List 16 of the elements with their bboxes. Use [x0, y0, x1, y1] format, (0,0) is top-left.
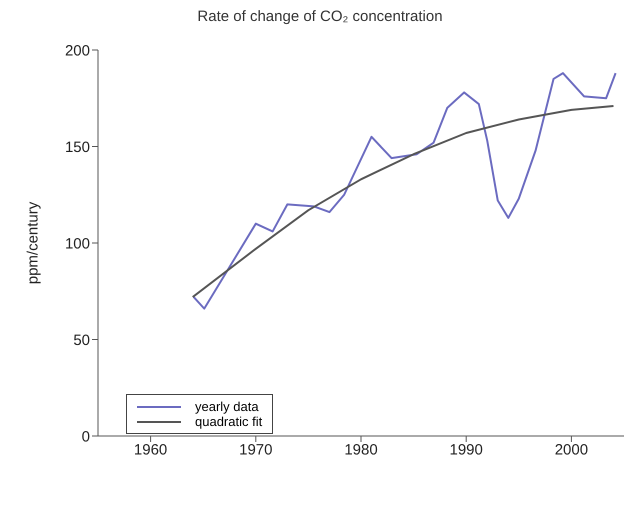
y-tick-label: 200: [64, 42, 90, 60]
y-tick-label: 150: [64, 138, 90, 156]
x-tick-label: 1990: [450, 442, 483, 459]
legend-label: quadratic fit: [195, 414, 262, 429]
line-series: [192, 104, 614, 298]
legend-label: yearly data: [195, 399, 259, 414]
y-tick-label: 0: [82, 428, 90, 446]
line-series: [192, 72, 617, 310]
x-tick-label: 1980: [344, 442, 378, 459]
y-axis-title: ppm/century: [24, 201, 42, 284]
x-tick-label: 2000: [554, 442, 588, 459]
y-tick-label: 50: [73, 332, 90, 349]
chart-title: Rate of change of CO₂ concentration: [196, 8, 444, 27]
x-tick-label: 1960: [134, 442, 168, 459]
y-tick-label: 100: [64, 235, 90, 252]
x-tick-label: 1970: [239, 442, 272, 459]
